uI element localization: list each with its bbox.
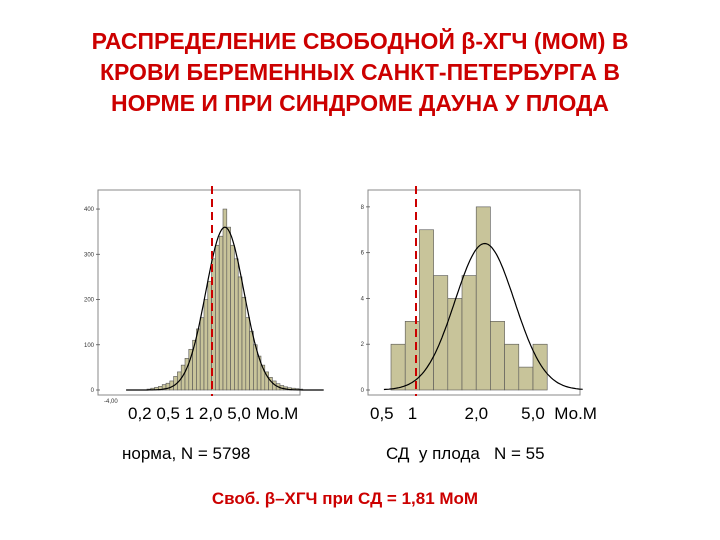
bar [215,244,220,391]
y-tick-label: 2 [361,342,365,348]
caption-normal: норма, N = 5798 [122,444,251,463]
bar [390,343,406,391]
bar [249,330,254,391]
bar [226,226,231,391]
title-line-2: КРОВИ БЕРЕМЕННЫХ САНКТ-ПЕТЕРБУРГА В [99,59,620,85]
normal-curve [126,226,324,391]
bar [230,244,235,391]
x-axis-labels-normal: 0,2 0,5 1 2,0 5,0 Мо.М [128,404,299,423]
y-tick-label: 8 [361,205,365,211]
x-axis-labels-down: 0,5 1 2,0 5,0 Мо.М [370,404,597,423]
bar [475,206,491,391]
bar [461,275,477,391]
y-axis-ticks: 0 100 200 300 400 [84,207,100,394]
y-tick-label: 400 [84,207,95,213]
y-tick-label: 200 [84,298,95,304]
bar [234,258,239,391]
bar [203,299,209,391]
footer-note: Своб. β–ХГЧ при СД = 1,81 МоМ [211,489,479,508]
normal-curve [383,242,583,391]
histogram-down-syndrome: 0 2 4 6 8 [361,186,583,396]
bar [222,208,228,391]
histogram-normal: 0 100 200 300 400 -4,00 [84,186,324,405]
title-line-3: НОРМЕ И ПРИ СИНДРОМЕ ДАУНА У ПЛОДА [110,90,610,116]
bar [199,317,205,391]
bar [196,328,201,391]
bar [419,229,434,391]
y-tick-label: 0 [361,388,365,394]
bar [241,296,247,391]
bar [184,358,190,391]
bar [447,298,463,391]
bar [237,276,243,391]
bar [490,321,505,391]
bar [518,366,534,391]
y-axis-ticks: 0 2 4 6 8 [361,205,370,394]
bar-series [390,206,548,391]
y-tick-label: 6 [361,251,365,257]
caption-down: СД у плода N = 55 [386,444,545,463]
y-tick-label: 100 [84,343,95,349]
bar [404,321,420,391]
title-line-1: РАСПРЕДЕЛЕНИЕ СВОБОДНОЙ β-ХГЧ (МОМ) В [91,28,629,54]
bar [532,343,548,391]
x-tick-first: -4,00 [104,399,118,405]
y-tick-label: 0 [91,388,95,394]
slide-title: РАСПРЕДЕЛЕНИЕ СВОБОДНОЙ β-ХГЧ (МОМ) В КР… [0,26,720,119]
bar [504,343,520,391]
bar [433,275,449,391]
y-tick-label: 4 [361,296,365,302]
bar [218,235,224,391]
y-tick-label: 300 [84,252,95,258]
bar [245,317,250,391]
